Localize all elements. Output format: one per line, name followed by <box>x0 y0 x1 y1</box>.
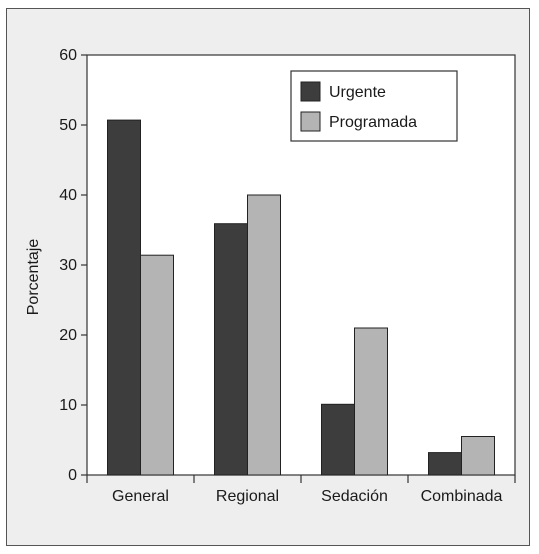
bar-programada-sedación <box>354 327 388 476</box>
bar-urgente-regional <box>214 223 248 476</box>
y-tick-label: 20 <box>59 327 77 344</box>
y-axis-label: Porcentaje <box>25 239 42 316</box>
bar-urgente-combinada <box>428 452 462 476</box>
y-tick-label: 50 <box>59 117 77 134</box>
y-tick-label: 30 <box>59 257 77 274</box>
y-tick-label: 40 <box>59 187 77 204</box>
y-tick-label: 10 <box>59 397 77 414</box>
legend: Urgente Programada <box>290 70 458 142</box>
x-tick-label: General <box>112 488 169 505</box>
x-tick-label: Combinada <box>421 488 503 505</box>
legend-label: Urgente <box>329 84 386 101</box>
x-tick-label: Sedación <box>321 488 388 505</box>
bar-urgente-sedación <box>321 403 355 476</box>
y-tick-label: 0 <box>68 467 77 484</box>
legend-swatch <box>300 111 321 132</box>
x-tick-label: Regional <box>216 488 279 505</box>
y-tick-label: 60 <box>59 47 77 64</box>
bar-programada-regional <box>247 194 281 476</box>
bar-programada-combinada <box>461 436 495 476</box>
chart-figure: 0 10 20 30 40 50 60 General Regional Sedación Comb… <box>6 8 530 546</box>
bar-chart: 0 10 20 30 40 50 60 General Regional Sedación Comb… <box>25 47 516 505</box>
bar-programada-general <box>140 254 174 476</box>
legend-swatch <box>300 81 321 102</box>
bar-urgente-general <box>107 119 141 476</box>
bars <box>107 119 495 476</box>
legend-label: Programada <box>329 114 417 131</box>
tick-labels: 0 10 20 30 40 50 60 General Regional Sedación Comb… <box>59 47 502 505</box>
